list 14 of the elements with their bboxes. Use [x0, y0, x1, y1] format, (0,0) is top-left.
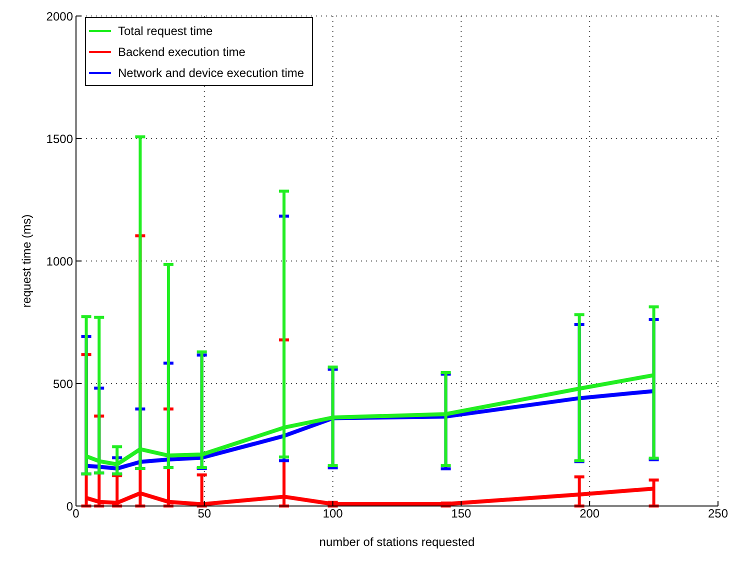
y-tick-label: 1500	[46, 132, 74, 146]
x-tick-label: 100	[322, 506, 344, 521]
y-tick-label: 1000	[46, 254, 74, 268]
legend-label: Backend execution time	[118, 44, 246, 58]
x-axis-title: number of stations requested	[319, 535, 475, 549]
x-tick-label: 200	[580, 506, 600, 521]
x-tick-label: 250	[708, 506, 728, 521]
x-tick-label: 150	[451, 506, 472, 521]
y-tick-label: 500	[52, 376, 74, 391]
x-tick-label: 50	[198, 506, 212, 521]
legend-label: Total request time	[118, 24, 213, 38]
legend-label: Network and device execution time	[118, 66, 304, 80]
y-tick-label: 2000	[46, 9, 74, 24]
y-axis-title: request time (ms)	[19, 214, 34, 308]
